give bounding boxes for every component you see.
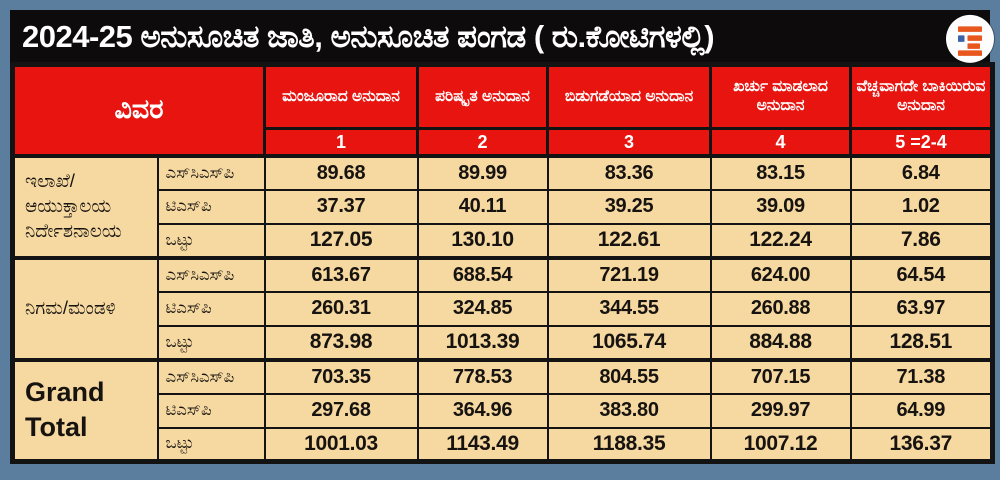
column-header-unspent: ವೆಚ್ಚವಾಗದೇ ಬಾಕಿಯಿರುವ ಅನುದಾನ xyxy=(849,63,995,130)
value-cell: 613.67 xyxy=(263,255,419,293)
value-cell: 688.54 xyxy=(416,255,549,293)
value-cell: 260.88 xyxy=(709,290,852,327)
title-bar: 2024-25 ಅನುಸೂಚಿತ ಜಾತಿ, ಅನುಸೂಚಿತ ಪಂಗಡ ( ರ… xyxy=(10,10,994,63)
eedina-logo xyxy=(946,14,994,63)
value-cell: 1.02 xyxy=(849,188,994,225)
page-title: 2024-25 ಅನುಸೂಚಿತ ಜಾತಿ, ಅನುಸೂಚಿತ ಪಂಗಡ ( ರ… xyxy=(22,18,715,54)
group-label-grand-total: Grand Total xyxy=(11,357,159,463)
value-cell: 122.61 xyxy=(546,222,712,259)
column-number-1: 1 xyxy=(263,127,420,157)
scheme-label-scsp: ಎಸ್‌ಸಿಎಸ್‌ಪಿ xyxy=(156,255,266,293)
column-header-released: ಬಿಡುಗಡೆಯಾದ ಅನುದಾನ xyxy=(546,63,713,130)
value-cell: 37.37 xyxy=(263,188,419,225)
value-cell: 383.80 xyxy=(546,392,712,429)
value-cell: 707.15 xyxy=(709,357,852,395)
value-cell: 703.35 xyxy=(263,357,419,395)
value-cell: 1007.12 xyxy=(709,426,852,463)
value-cell: 804.55 xyxy=(546,357,712,395)
scheme-label-tsp: ಟಿಎಸ್‌ಪಿ xyxy=(156,188,266,225)
value-cell: 344.55 xyxy=(546,290,712,327)
value-cell: 7.86 xyxy=(849,222,994,259)
value-cell: 64.54 xyxy=(849,255,994,293)
value-cell: 299.97 xyxy=(709,392,852,429)
value-cell: 64.99 xyxy=(849,392,994,429)
value-cell: 39.25 xyxy=(546,188,712,225)
scheme-label-scsp: ಎಸ್‌ಸಿಎಸ್‌ಪಿ xyxy=(156,153,266,191)
value-cell: 83.15 xyxy=(709,153,852,191)
table-row: ಇಲಾಖೆ/ ಆಯುಕ್ತಾಲಯ ನಿರ್ದೇಶನಾಲಯ ಎಸ್‌ಸಿಎಸ್‌ಪ… xyxy=(11,153,994,259)
value-cell: 136.37 xyxy=(849,426,994,463)
table-row: ಟಿಎಸ್‌ಪಿ 260.31 324.85 344.55 260.88 63.… xyxy=(13,290,994,327)
table-row: Grand Total ಎಸ್‌ಸಿಎಸ್‌ಪಿ 703.35 778.53 8… xyxy=(11,357,994,463)
scheme-label-scsp: ಎಸ್‌ಸಿಎಸ್‌ಪಿ xyxy=(156,357,266,395)
value-cell: 89.99 xyxy=(416,153,549,191)
value-cell: 778.53 xyxy=(416,357,549,395)
value-cell: 1013.39 xyxy=(416,324,549,361)
scheme-label-total: ಒಟ್ಟು xyxy=(156,426,266,463)
value-cell: 122.24 xyxy=(709,222,852,259)
column-header-sanctioned: ಮಂಜೂರಾದ ಅನುದಾನ xyxy=(263,63,420,130)
column-header-spent: ಖರ್ಚು ಮಾಡಲಾದ ಅನುದಾನ xyxy=(709,63,853,130)
scheme-label-tsp: ಟಿಎಸ್‌ಪಿ xyxy=(156,290,266,327)
group-label-department: ಇಲಾಖೆ/ ಆಯುಕ್ತಾಲಯ ನಿರ್ದೇಶನಾಲಯ xyxy=(11,153,159,259)
value-cell: 1143.49 xyxy=(416,426,549,463)
value-cell: 63.97 xyxy=(849,290,994,327)
table-row: ಟಿಎಸ್‌ಪಿ 297.68 364.96 383.80 299.97 64.… xyxy=(13,392,994,429)
column-number-2: 2 xyxy=(416,127,550,157)
corner-header-cell: ವಿವರ xyxy=(10,63,267,157)
group-label-corporation: ನಿಗಮ/ಮಂಡಳಿ xyxy=(11,255,159,361)
value-cell: 624.00 xyxy=(709,255,852,293)
value-cell: 884.88 xyxy=(709,324,852,361)
value-cell: 364.96 xyxy=(416,392,549,429)
value-cell: 39.09 xyxy=(709,188,852,225)
value-cell: 127.05 xyxy=(263,222,419,259)
eedina-logo-icon xyxy=(958,26,982,56)
value-cell: 873.98 xyxy=(263,324,419,361)
value-cell: 1001.03 xyxy=(263,426,419,463)
value-cell: 89.68 xyxy=(263,153,419,191)
value-cell: 297.68 xyxy=(263,392,419,429)
table-row: ಟಿಎಸ್‌ಪಿ 37.37 40.11 39.25 39.09 1.02 xyxy=(13,188,994,225)
value-cell: 721.19 xyxy=(546,255,712,293)
table-row-total: ಒಟ್ಟು 1001.03 1143.49 1188.35 1007.12 13… xyxy=(13,426,994,463)
value-cell: 130.10 xyxy=(416,222,549,259)
value-cell: 40.11 xyxy=(416,188,549,225)
scheme-label-tsp: ಟಿಎಸ್‌ಪಿ xyxy=(156,392,266,429)
value-cell: 1065.74 xyxy=(546,324,712,361)
column-number-3: 3 xyxy=(546,127,713,157)
value-cell: 128.51 xyxy=(849,324,994,361)
column-header-revised: ಪರಿಷ್ಕೃತ ಅನುದಾನ xyxy=(416,63,550,130)
column-number-4: 4 xyxy=(709,127,853,157)
header-number-row: 1 2 3 4 5 =2-4 xyxy=(13,127,995,157)
budget-table: ವಿವರ ಮಂಜೂರಾದ ಅನುದಾನ ಪರಿಷ್ಕೃತ ಅನುದಾನ ಬಿಡು… xyxy=(10,62,996,464)
infographic-frame: 2024-25 ಅನುಸೂಚಿತ ಜಾತಿ, ಅನುಸೂಚಿತ ಪಂಗಡ ( ರ… xyxy=(10,10,996,464)
table-row-total: ಒಟ್ಟು 873.98 1013.39 1065.74 884.88 128.… xyxy=(13,324,994,361)
header-label-row: ವಿವರ ಮಂಜೂರಾದ ಅನುದಾನ ಪರಿಷ್ಕೃತ ಅನುದಾನ ಬಿಡು… xyxy=(10,63,995,157)
table-row: ನಿಗಮ/ಮಂಡಳಿ ಎಸ್‌ಸಿಎಸ್‌ಪಿ 613.67 688.54 72… xyxy=(11,255,994,361)
scheme-label-total: ಒಟ್ಟು xyxy=(156,222,266,259)
value-cell: 71.38 xyxy=(849,357,994,395)
value-cell: 260.31 xyxy=(263,290,419,327)
value-cell: 83.36 xyxy=(546,153,712,191)
table-row-total: ಒಟ್ಟು 127.05 130.10 122.61 122.24 7.86 xyxy=(13,222,994,259)
value-cell: 324.85 xyxy=(416,290,549,327)
column-number-5: 5 =2-4 xyxy=(849,127,995,157)
value-cell: 1188.35 xyxy=(546,426,712,463)
scheme-label-total: ಒಟ್ಟು xyxy=(156,324,266,361)
value-cell: 6.84 xyxy=(849,153,994,191)
